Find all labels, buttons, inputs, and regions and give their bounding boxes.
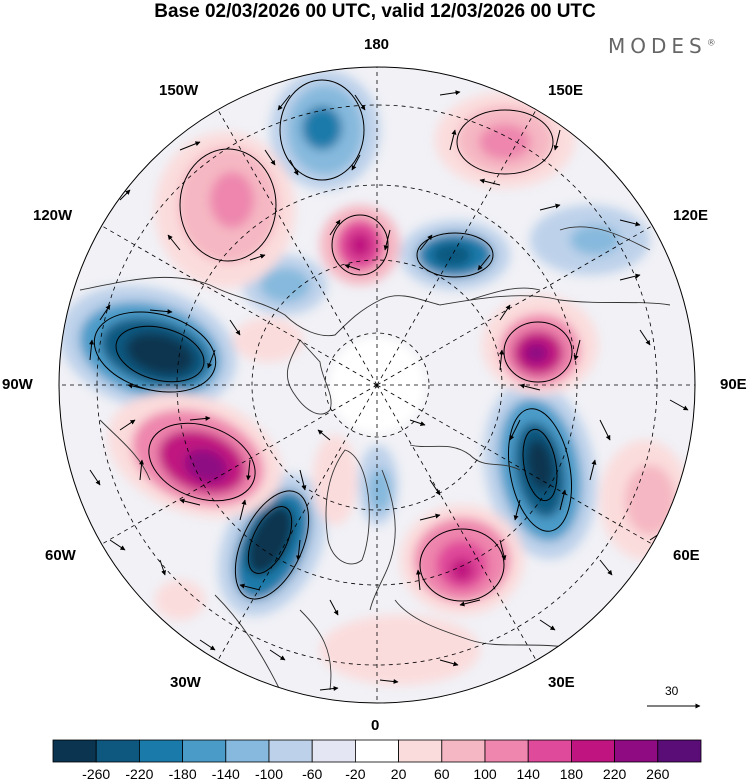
lon-label-60w: 60W	[45, 547, 76, 564]
colorbar-tick-label: 60	[434, 766, 450, 782]
colorbar-swatch	[95, 739, 140, 763]
colorbar-tick-label: -100	[254, 766, 284, 782]
colorbar-tick-label: -220	[125, 766, 154, 782]
lon-label-90w: 90W	[2, 376, 33, 393]
colorbar-tick-label: -180	[168, 766, 197, 782]
colorbar-swatch	[527, 739, 572, 763]
registered-mark: ®	[706, 38, 716, 49]
lon-label-30e: 30E	[548, 674, 575, 691]
colorbar-swatch	[268, 739, 313, 763]
colorbar-tick-label: 100	[473, 766, 497, 782]
lon-label-120e: 120E	[673, 207, 709, 224]
colorbar-tick-label: -60	[302, 766, 323, 782]
colorbar-swatch	[138, 739, 183, 763]
lon-label-120w: 120W	[33, 207, 73, 224]
reference-vector-label: 30	[665, 684, 679, 698]
colorbar-tick-label: 20	[390, 766, 407, 782]
colorbar-swatch	[484, 739, 529, 763]
colorbar-tick-label: 220	[602, 766, 627, 782]
map-disc	[59, 67, 695, 703]
lon-label-0: 0	[371, 717, 380, 734]
anomaly-eastern-siberia-positive	[482, 295, 598, 395]
colorbar	[52, 739, 702, 763]
map-border	[58, 66, 696, 704]
colorbar-tick-label: -20	[345, 766, 366, 782]
colorbar-swatch	[311, 739, 356, 763]
colorbar-swatch	[441, 739, 486, 763]
brand-logo: MODES®	[608, 34, 716, 58]
anomaly-asia-positive	[600, 440, 690, 560]
lon-label-180: 180	[364, 36, 390, 53]
colorbar-tick-label: 180	[559, 766, 584, 782]
colorbar-swatch	[571, 739, 616, 763]
lon-label-150w: 150W	[159, 82, 199, 99]
brand-name: MODES	[608, 34, 707, 58]
lon-label-90e: 90E	[720, 376, 747, 393]
colorbar-swatch	[398, 739, 443, 763]
lon-label-30w: 30W	[170, 674, 201, 691]
lon-label-60e: 60E	[673, 547, 700, 564]
wind-vectors	[89, 90, 689, 691]
graticule	[59, 67, 695, 703]
anomaly-central-america-negative	[59, 285, 237, 411]
anomaly-shading	[59, 70, 690, 685]
colorbar-swatch	[657, 739, 702, 763]
lon-label-150e: 150E	[548, 82, 584, 99]
anomaly-small-positive	[155, 318, 480, 685]
colorbar-tick-label: 140	[516, 766, 540, 782]
colorbar-swatch	[182, 739, 227, 763]
colorbar-tick-label: -260	[82, 766, 111, 782]
anomaly-north-pacific-negative	[270, 70, 380, 190]
contour-lines	[93, 79, 573, 602]
anomaly-greenland-sea-negative	[358, 445, 398, 525]
map-title: Base 02/03/2026 00 UTC, valid 12/03/2026…	[154, 1, 596, 22]
colorbar-swatch	[52, 739, 97, 763]
colorbar-tick-label: 260	[646, 766, 670, 782]
anomaly-gulf-of-alaska-positive	[155, 132, 295, 288]
colorbar-swatch	[225, 739, 270, 763]
colorbar-swatch	[354, 739, 399, 763]
colorbar-swatch	[614, 739, 659, 763]
anomaly-eastern-europe-positive	[400, 505, 524, 615]
colorbar-tick-label: -140	[211, 766, 240, 782]
